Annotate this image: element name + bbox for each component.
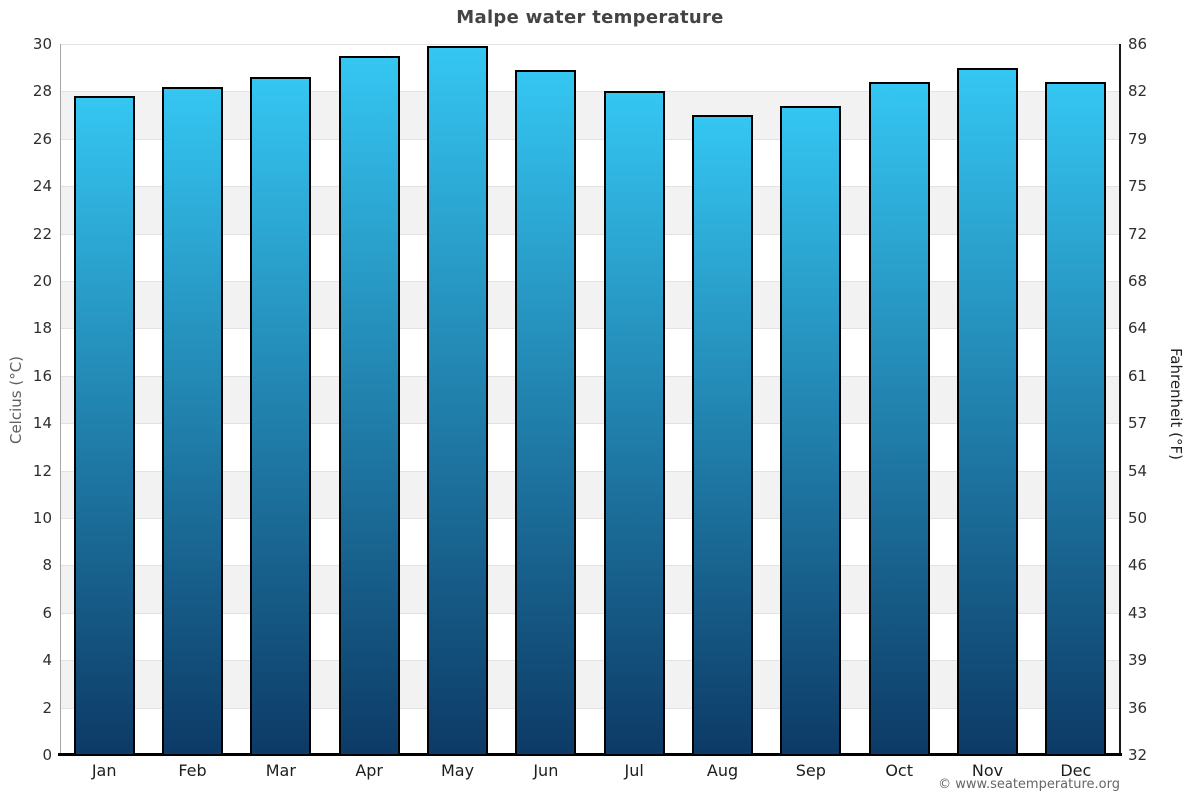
celsius-tick-2: 2 <box>42 698 52 717</box>
bar-may <box>427 46 488 754</box>
background-band <box>60 281 1120 329</box>
fahrenheit-tick-75: 75 <box>1128 177 1148 196</box>
gridline <box>60 612 1120 614</box>
gridline <box>60 423 1120 425</box>
bar-sep <box>780 105 842 754</box>
x-tick-feb: Feb <box>178 761 207 780</box>
bar-jun <box>515 70 577 754</box>
bar-jul <box>603 91 665 754</box>
background-band <box>60 233 1120 281</box>
celsius-tick-28: 28 <box>32 82 52 101</box>
bar-nov <box>957 67 1018 754</box>
x-tick-may: May <box>440 761 475 780</box>
background-band <box>60 660 1120 708</box>
x-tick-mar: Mar <box>265 761 296 780</box>
fahrenheit-tick-72: 72 <box>1128 224 1148 243</box>
celsius-tick-0: 0 <box>42 746 52 764</box>
background-band <box>60 44 1120 92</box>
fahrenheit-tick-64: 64 <box>1128 319 1148 338</box>
x-tick-jan: Jan <box>91 761 117 780</box>
celsius-tick-22: 22 <box>32 224 52 243</box>
fahrenheit-tick-79: 79 <box>1128 129 1148 148</box>
copyright-text: © www.seatemperature.org <box>938 777 1120 792</box>
x-tick-sep: Sep <box>795 761 826 780</box>
fahrenheit-tick-68: 68 <box>1128 272 1148 290</box>
background-band <box>60 423 1120 471</box>
background-band <box>60 138 1120 187</box>
x-tick-dec: Dec <box>1060 761 1092 780</box>
gridline <box>60 707 1120 709</box>
plot-area <box>60 44 1120 755</box>
gridline <box>60 518 1120 519</box>
celsius-tick-8: 8 <box>42 556 52 575</box>
bar-dec <box>1045 81 1107 754</box>
background-band <box>60 518 1120 566</box>
background-band <box>60 707 1120 755</box>
celsius-tick-24: 24 <box>32 177 52 196</box>
chart-title: Malpe water temperature <box>456 7 724 28</box>
x-tick-oct: Oct <box>885 761 913 780</box>
bar-mar <box>250 77 312 754</box>
x-tick-jul: Jul <box>624 761 644 780</box>
fahrenheit-tick-39: 39 <box>1128 651 1148 670</box>
bar-aug <box>692 115 753 754</box>
x-tick-nov: Nov <box>971 761 1004 780</box>
fahrenheit-tick-43: 43 <box>1128 603 1148 622</box>
fahrenheit-tick-86: 86 <box>1128 35 1148 53</box>
fahrenheit-tick-32: 32 <box>1128 746 1148 764</box>
celsius-tick-4: 4 <box>42 651 52 670</box>
celsius-tick-20: 20 <box>32 272 52 290</box>
gridline <box>60 375 1120 377</box>
fahrenheit-tick-61: 61 <box>1128 366 1148 385</box>
background-band <box>60 91 1120 139</box>
celsius-tick-10: 10 <box>32 509 52 527</box>
celsius-tick-14: 14 <box>32 414 52 433</box>
x-tick-aug: Aug <box>706 761 739 780</box>
celsius-axis-line <box>60 44 61 755</box>
x-axis-line <box>58 753 1122 756</box>
bar-feb <box>162 86 223 754</box>
x-tick-jun: Jun <box>533 761 559 780</box>
gridline <box>60 281 1120 282</box>
fahrenheit-axis-title: Fahrenheit (°F) <box>1167 348 1185 460</box>
bar-oct <box>868 81 930 754</box>
gridline <box>60 138 1120 140</box>
celsius-tick-12: 12 <box>32 461 52 480</box>
gridline <box>60 565 1120 567</box>
celsius-tick-26: 26 <box>32 129 52 148</box>
x-tick-apr: Apr <box>355 761 383 780</box>
fahrenheit-tick-36: 36 <box>1128 698 1148 717</box>
background-band <box>60 375 1120 424</box>
fahrenheit-tick-82: 82 <box>1128 82 1148 101</box>
background-band <box>60 186 1120 234</box>
gridline <box>60 233 1120 235</box>
fahrenheit-tick-54: 54 <box>1128 461 1148 480</box>
fahrenheit-tick-57: 57 <box>1128 414 1148 433</box>
bar-jan <box>73 96 135 754</box>
celsius-tick-16: 16 <box>32 366 52 385</box>
gridline <box>60 91 1120 93</box>
gridline <box>60 44 1120 45</box>
bar-apr <box>338 55 400 754</box>
gridline <box>60 328 1120 330</box>
fahrenheit-tick-50: 50 <box>1128 509 1148 527</box>
gridline <box>60 660 1120 662</box>
fahrenheit-tick-46: 46 <box>1128 556 1148 575</box>
gridline <box>60 186 1120 188</box>
fahrenheit-axis-line <box>1119 44 1121 755</box>
background-band <box>60 470 1120 518</box>
celsius-tick-6: 6 <box>42 603 52 622</box>
background-band <box>60 328 1120 376</box>
celsius-tick-30: 30 <box>32 35 52 53</box>
background-band <box>60 612 1120 661</box>
gridline <box>60 470 1120 472</box>
background-band <box>60 565 1120 613</box>
celsius-tick-18: 18 <box>32 319 52 338</box>
